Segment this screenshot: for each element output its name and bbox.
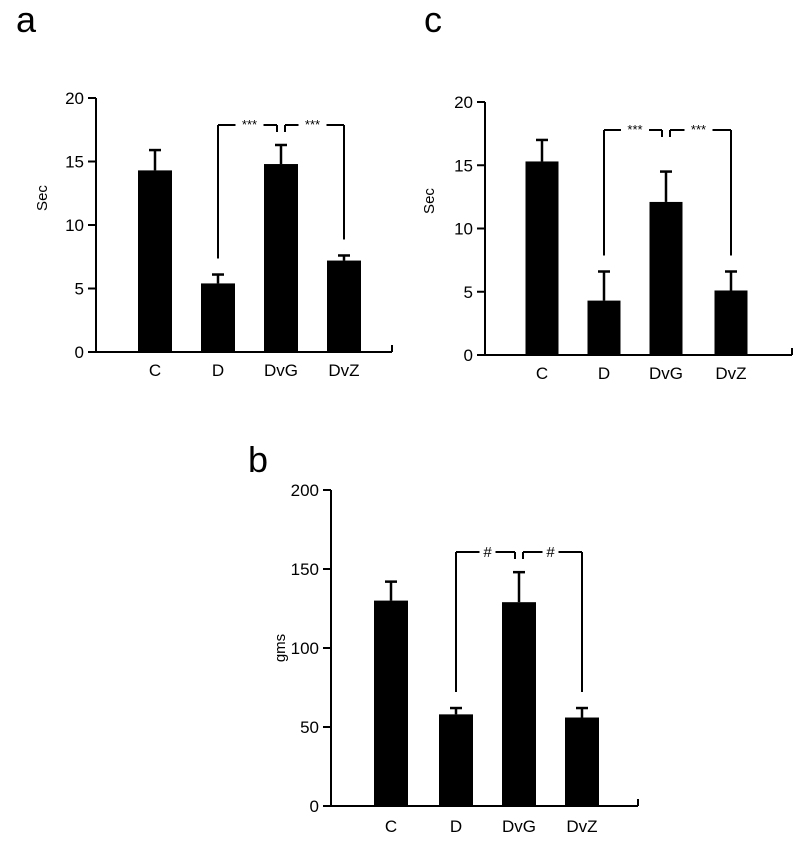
x-tick-label: DvZ xyxy=(328,361,359,380)
y-tick-label: 10 xyxy=(454,220,473,239)
panel-label: b xyxy=(248,439,268,480)
y-tick-label: 200 xyxy=(291,481,319,500)
bar-D xyxy=(201,283,235,352)
significance-label: *** xyxy=(305,117,320,132)
y-tick-label: 5 xyxy=(464,283,473,302)
y-tick-label: 15 xyxy=(65,153,84,172)
x-tick-label: DvG xyxy=(649,364,683,383)
chart-panel-a: a Sec 0 5 10 15 20 C D DvG DvZ *** *** xyxy=(16,0,393,380)
x-tick-label: DvG xyxy=(502,817,536,836)
y-tick-label: 100 xyxy=(291,639,319,658)
y-tick-label: 5 xyxy=(75,280,84,299)
bar-D xyxy=(439,714,473,806)
bar-DvZ xyxy=(327,260,361,352)
significance-label: *** xyxy=(627,122,642,137)
y-tick-label: 50 xyxy=(300,718,319,737)
y-tick-label: 20 xyxy=(65,89,84,108)
x-tick-label: DvZ xyxy=(566,817,597,836)
panel-label: a xyxy=(16,0,37,40)
bar-DvZ xyxy=(565,717,599,806)
chart-panel-b: b gms 0 50 100 150 200 C D DvG DvZ # # xyxy=(248,439,639,836)
x-tick-label: D xyxy=(450,817,462,836)
x-tick-label: D xyxy=(212,361,224,380)
x-tick-label: DvZ xyxy=(715,364,746,383)
significance-bracket: # xyxy=(455,544,515,693)
significance-label: # xyxy=(483,544,492,561)
bar-DvG xyxy=(264,164,298,352)
significance-label: *** xyxy=(242,117,257,132)
y-tick-label: 20 xyxy=(454,93,473,112)
significance-bracket: *** xyxy=(285,117,345,240)
y-tick-label: 0 xyxy=(75,343,84,362)
bar-C xyxy=(525,161,559,355)
y-tick-label: 150 xyxy=(291,560,319,579)
significance-bracket: # xyxy=(523,544,583,693)
x-tick-label: C xyxy=(536,364,548,383)
y-axis-label: Sec xyxy=(421,188,438,214)
y-axis-label: gms xyxy=(272,634,289,662)
x-tick-label: C xyxy=(149,361,161,380)
x-tick-label: DvG xyxy=(264,361,298,380)
bar-DvG xyxy=(649,201,683,355)
significance-bracket: *** xyxy=(603,122,662,256)
significance-bracket: *** xyxy=(217,117,277,259)
panel-label: c xyxy=(424,0,442,40)
y-tick-label: 15 xyxy=(454,156,473,175)
bar-C xyxy=(374,600,408,806)
x-tick-label: D xyxy=(598,364,610,383)
significance-bracket: *** xyxy=(670,122,732,256)
chart-panel-c: c Sec 0 5 10 15 20 C D DvG DvZ *** *** xyxy=(421,0,793,383)
bar-D xyxy=(587,300,621,355)
bar-DvZ xyxy=(714,290,748,355)
y-tick-label: 0 xyxy=(464,346,473,365)
bar-DvG xyxy=(502,602,536,806)
significance-label: *** xyxy=(691,122,706,137)
y-tick-label: 10 xyxy=(65,216,84,235)
significance-label: # xyxy=(546,544,555,561)
y-tick-label: 0 xyxy=(310,797,319,816)
x-tick-label: C xyxy=(385,817,397,836)
bar-C xyxy=(138,170,172,352)
y-axis-label: Sec xyxy=(34,185,51,211)
